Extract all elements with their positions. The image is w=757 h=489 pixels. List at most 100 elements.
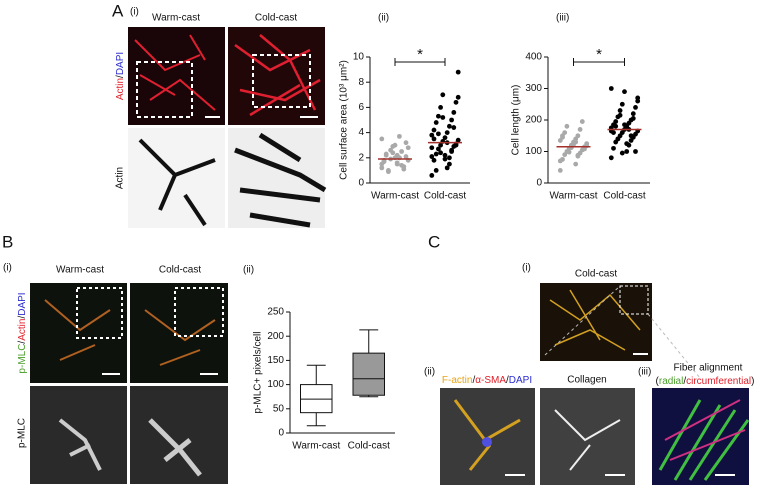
- data-point: [619, 150, 625, 156]
- data-point: [442, 135, 448, 141]
- x-tick-label: Cold-cast: [424, 191, 466, 202]
- data-point: [388, 147, 393, 153]
- data-point: [575, 152, 581, 158]
- y-tick-label: 400: [525, 52, 542, 63]
- data-point: [615, 136, 621, 142]
- data-point: [405, 145, 411, 151]
- data-point: [442, 152, 448, 158]
- data-point: [451, 125, 457, 130]
- paren: ): [751, 376, 754, 387]
- stain: circumferential: [686, 376, 751, 387]
- data-point: [619, 101, 625, 107]
- image-a-bottom: [128, 128, 327, 228]
- sep: /: [115, 75, 126, 78]
- data-point: [633, 105, 638, 110]
- data-point: [622, 122, 627, 128]
- data-point: [449, 147, 454, 153]
- column-label: Cold-cast: [255, 13, 297, 24]
- data-point: [429, 154, 435, 159]
- y-axis-label: Cell surface area (10³ μm²): [339, 60, 350, 180]
- stain: Actin: [17, 319, 28, 341]
- data-point: [613, 119, 619, 124]
- y-tick-label: 200: [267, 331, 284, 342]
- data-point: [429, 173, 435, 178]
- significance-label: *: [596, 46, 602, 63]
- data-point: [577, 127, 583, 132]
- row-label: Actin/DAPI: [115, 52, 126, 100]
- row-label: p-MLC: [17, 418, 28, 448]
- image-title: Cold-cast: [575, 269, 617, 280]
- y-tick-label: 250: [267, 307, 284, 318]
- data-point: [453, 99, 459, 105]
- panel-letter: A: [112, 1, 124, 20]
- data-point: [438, 105, 443, 110]
- panel-sub: (ii): [378, 13, 389, 24]
- image-label: F-actin/α-SMA/DAPI: [442, 375, 532, 386]
- stain: DAPI: [17, 292, 28, 315]
- data-point: [622, 89, 627, 95]
- y-axis-label: Cell length (μm): [511, 85, 522, 156]
- y-tick-label: 0: [358, 178, 364, 189]
- column-label: Warm-cast: [56, 265, 104, 276]
- data-point: [455, 69, 461, 75]
- column-label: Cold-cast: [159, 265, 201, 276]
- data-point: [379, 136, 385, 142]
- panel-sub: (ii): [243, 265, 254, 276]
- data-point: [617, 108, 623, 113]
- stain: radial: [659, 376, 683, 387]
- x-tick-label: Warm-cast: [292, 441, 340, 452]
- y-tick-label: 2: [358, 152, 364, 163]
- image-label: Collagen: [567, 375, 606, 386]
- data-point: [449, 117, 454, 123]
- stain: α-SMA: [475, 375, 506, 386]
- data-point: [447, 161, 452, 167]
- data-point: [628, 133, 634, 139]
- y-tick-label: 10: [353, 52, 365, 63]
- box: [352, 352, 385, 396]
- data-point: [444, 130, 450, 136]
- data-point: [386, 169, 391, 175]
- panel-sub: (iii): [556, 13, 569, 24]
- data-point: [394, 152, 400, 158]
- y-tick-label: 0: [278, 428, 284, 439]
- stain: p-MLC: [17, 344, 28, 374]
- data-point: [403, 140, 409, 146]
- data-point: [455, 137, 461, 143]
- y-tick-label: 50: [273, 403, 285, 414]
- panel-sub: (i): [130, 7, 139, 18]
- data-point: [436, 113, 441, 119]
- data-point: [440, 115, 446, 120]
- data-point: [630, 111, 636, 117]
- data-point: [431, 136, 437, 142]
- row-label: p-MLC/Actin/DAPI: [17, 292, 28, 373]
- sep: /: [17, 341, 28, 344]
- panel-letter: B: [2, 232, 13, 251]
- y-tick-label: 8: [358, 77, 364, 88]
- data-point: [573, 139, 579, 145]
- y-tick-label: 100: [267, 379, 284, 390]
- y-tick-label: 4: [358, 127, 364, 138]
- x-tick-label: Cold-cast: [348, 441, 390, 452]
- data-point: [444, 165, 450, 171]
- data-point: [633, 149, 638, 154]
- paren: (: [656, 376, 660, 387]
- sep: /: [17, 316, 28, 319]
- image-label: (radial/circumferential): [656, 376, 755, 387]
- data-point: [624, 141, 630, 147]
- data-point: [399, 149, 404, 154]
- data-point: [399, 162, 404, 168]
- data-point: [573, 161, 579, 167]
- data-point: [630, 116, 636, 121]
- y-tick-label: 6: [358, 102, 364, 113]
- sep: /: [683, 376, 686, 387]
- data-point: [617, 112, 623, 118]
- x-tick-label: Cold-cast: [603, 191, 645, 202]
- sep: /: [472, 375, 475, 386]
- data-point: [394, 160, 400, 166]
- data-point: [635, 98, 641, 104]
- data-point: [557, 158, 563, 164]
- data-point: [383, 151, 389, 157]
- data-point: [440, 92, 446, 98]
- y-tick-label: 0: [536, 178, 542, 189]
